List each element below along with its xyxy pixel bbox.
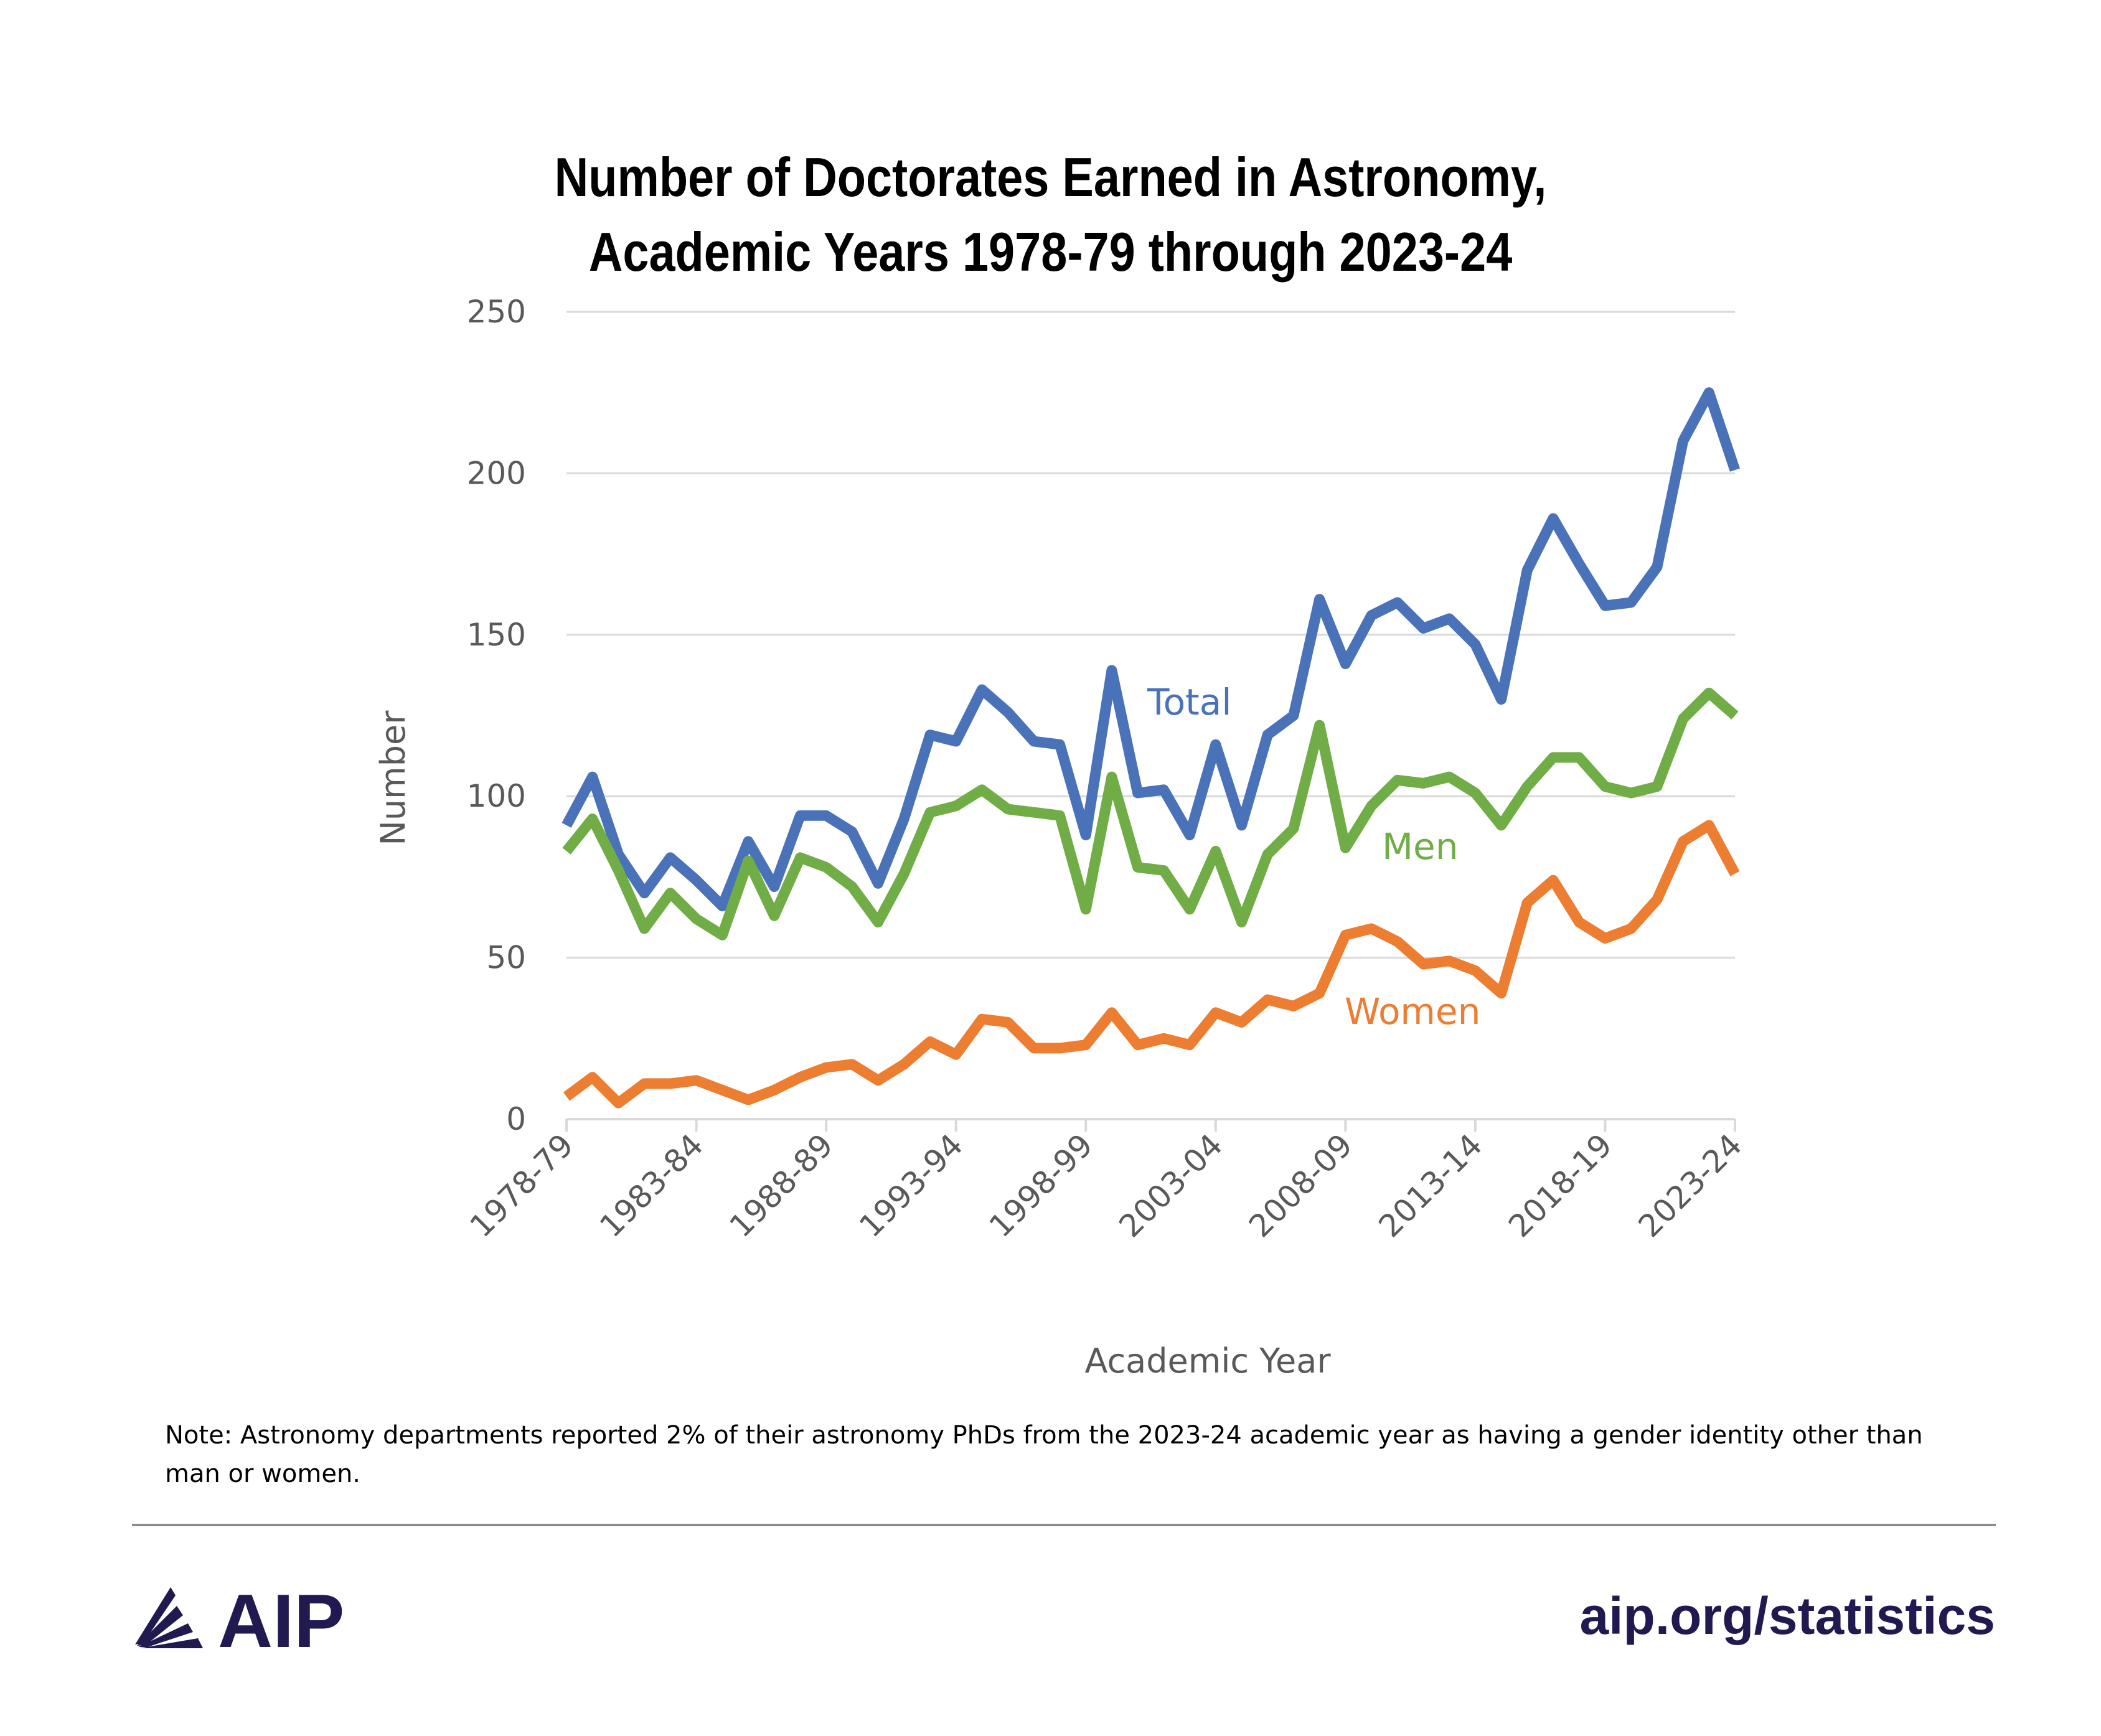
series-lines <box>562 387 1741 1109</box>
x-tick-label: 1988-89 <box>723 1127 840 1244</box>
chart-title: Number of Doctorates Earned in Astronomy… <box>147 140 1954 289</box>
series-label-men: Men <box>1382 825 1459 868</box>
series-line-total <box>562 387 1741 912</box>
divider <box>132 1524 1996 1526</box>
y-axis-label: Number <box>374 710 413 846</box>
website-link[interactable]: aip.org/statistics <box>1579 1587 1995 1645</box>
x-tick-label: 2013-14 <box>1372 1127 1490 1244</box>
x-tick-label: 1998-99 <box>982 1127 1100 1244</box>
x-tick-label: 2003-04 <box>1112 1127 1230 1244</box>
y-axis-ticks: 0 50 100 150 200 250 <box>467 294 526 1137</box>
footnote: Note: Astronomy departments reported 2% … <box>165 1421 1923 1488</box>
y-tick-label: 0 <box>506 1101 526 1137</box>
aip-logo-text: AIP <box>218 1581 344 1649</box>
series-points-men <box>566 693 1736 936</box>
aip-logo-mark-icon <box>135 1587 203 1648</box>
y-tick-label: 150 <box>467 617 526 653</box>
chart-title-line-2: Academic Years 1978-79 through 2023-24 <box>588 221 1513 283</box>
chart-title-line-1: Number of Doctorates Earned in Astronomy… <box>554 146 1547 208</box>
series-points-women <box>566 825 1736 1104</box>
aip-logo: AIP <box>135 1581 344 1649</box>
y-tick-label: 100 <box>467 778 526 814</box>
x-tick-label: 1993-94 <box>852 1127 970 1244</box>
x-tick-label: 1983-84 <box>593 1127 710 1244</box>
x-axis: 1978-79 1983-84 1988-89 1993-94 1998-99 2003-… <box>463 1118 1749 1244</box>
series-line-women <box>563 820 1740 1109</box>
y-tick-label: 250 <box>467 294 526 330</box>
x-tick-label: 2023-24 <box>1632 1127 1749 1244</box>
series-label-women: Women <box>1345 990 1480 1033</box>
y-tick-label: 50 <box>486 940 526 976</box>
series-label-total: Total <box>1147 681 1231 723</box>
y-tick-label: 200 <box>467 455 526 491</box>
x-axis-label: Academic Year <box>1084 1341 1331 1381</box>
series-points-total <box>566 392 1736 906</box>
series-line-men <box>562 687 1739 941</box>
x-tick-label: 2008-09 <box>1242 1127 1360 1244</box>
x-tick-label: 2018-19 <box>1502 1127 1619 1244</box>
x-tick-label: 1978-79 <box>463 1127 581 1244</box>
